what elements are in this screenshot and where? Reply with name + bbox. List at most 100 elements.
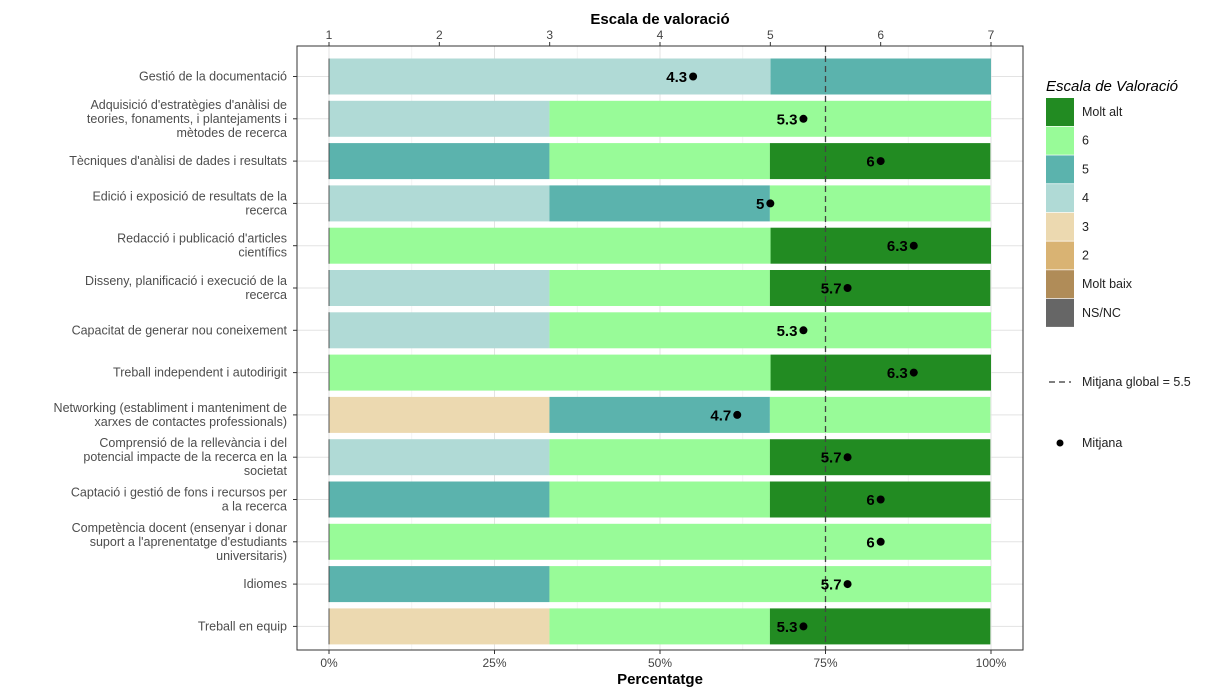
legend-swatch-v4 [1046,184,1074,213]
category-label-12-line-0: Idiomes [243,577,287,591]
legend-swatch-nsnc [1046,298,1074,327]
legend-mean-key [1056,439,1064,447]
category-label-8-line-1: xarxes de contactes professionals) [95,415,287,429]
mean-label-3: 5 [756,196,764,213]
category-label-9-line-0: Comprensió de la rellevància i del [99,436,287,450]
mean-label-8: 4.7 [710,407,731,424]
top-tick-label-1: 2 [436,28,443,42]
bar-segment-6-1 [549,312,991,349]
top-axis-title: Escala de valoració [590,11,729,28]
category-label-4-line-1: científics [238,246,287,260]
category-label-10-line-0: Captació i gestió de fons i recursos per [71,486,287,500]
category-label-3: Edició i exposició de resultats de la rec… [92,189,287,217]
legend-swatch-v6 [1046,126,1074,155]
top-tick-label-5: 6 [877,28,884,42]
mean-point-10 [876,495,885,504]
bar-segment-10-0 [329,481,550,518]
category-label-3-line-0: Edició i exposició de resultats de la [92,189,287,203]
mean-point-8 [733,410,742,419]
bottom-tick-label-2: 50% [648,656,672,670]
legend-swatch-v2 [1046,241,1074,270]
bar-segment-2-1 [549,143,770,180]
legend-label-molt_alt: Molt alt [1082,105,1123,119]
bar-segment-12-0 [329,566,550,603]
legend-mean-label: Mitjana [1082,436,1122,450]
category-label-0: Gestió de la documentació [139,70,287,84]
legend-title: Escala de Valoració [1046,78,1178,95]
bar-segment-12-1 [549,566,991,603]
mean-point-13 [799,622,808,631]
category-label-1-line-1: teories, fonaments, i plantejaments i [87,112,287,126]
category-label-2: Tècniques d'anàlisi de dades i resultats [69,154,287,168]
bar-segment-5-2 [769,270,991,306]
category-label-5: Disseny, planificació i execució de la re… [85,274,287,302]
bar-segment-8-2 [769,396,991,433]
bar-segment-3-0 [329,185,550,222]
category-label-2-line-0: Tècniques d'anàlisi de dades i resultats [69,154,287,168]
category-label-10-line-1: a la recerca [222,500,287,514]
category-label-8: Networking (establiment i manteniment de… [54,401,287,429]
mean-point-4 [909,241,918,250]
bottom-tick-label-3: 75% [813,656,837,670]
category-label-11-line-2: universitaris) [216,549,287,563]
category-label-1-line-0: Adquisició d'estratègies d'anàlisi de [90,98,287,112]
legend-label-v3: 3 [1082,220,1089,234]
bar-segment-9-0 [329,439,550,476]
category-label-9: Comprensió de la rellevància i del potenc… [83,436,287,478]
mean-point-7 [909,368,918,377]
category-label-0-line-0: Gestió de la documentació [139,70,287,84]
legend-swatch-v3 [1046,212,1074,241]
mean-point-2 [876,157,885,166]
legend-label-v2: 2 [1082,249,1089,263]
mean-point-12 [843,580,852,589]
bar-segment-7-0 [329,354,771,391]
bar-segment-13-0 [329,608,550,645]
bar-segment-5-1 [549,270,770,306]
bar-segment-1-1 [549,100,991,137]
bar-segment-3-2 [769,185,991,222]
mean-label-0: 4.3 [666,69,687,86]
bottom-tick-label-1: 25% [482,656,506,670]
mean-label-9: 5.7 [821,450,842,467]
legend-swatch-v5 [1046,155,1074,184]
bar-segment-8-0 [329,396,550,433]
mean-label-10: 6 [866,492,874,509]
top-tick-label-6: 7 [988,28,995,42]
mean-label-13: 5.3 [777,619,798,636]
mean-point-1 [799,114,808,123]
bar-segment-9-1 [549,439,770,476]
bar-segment-9-2 [769,439,991,476]
legend-label-molt_baix: Molt baix [1082,277,1133,291]
bar-segment-4-1 [770,227,991,264]
plot-area: 4.3 5.3 6 5 6.3 5.7 5.3 6.3 4.7 5.7 6 6 5.7 5.3 1 2 3 4 5 6… [54,28,1024,670]
bar-segment-10-1 [549,481,770,518]
mean-label-4: 6.3 [887,238,908,255]
category-label-10: Captació i gestió de fons i recursos per… [71,486,287,514]
bar-segment-3-1 [549,185,770,222]
category-label-11-line-0: Competència docent (ensenyar i donar [72,521,287,535]
mean-label-1: 5.3 [777,111,798,128]
bottom-tick-label-0: 0% [320,656,338,670]
bar-segment-11-0 [329,523,991,560]
category-label-11-line-1: suport a l'aprenentatge d'estudiants [90,535,287,549]
legend-label-v6: 6 [1082,134,1089,148]
legend: Escala de Valoració Molt alt 6 5 4 3 2 Molt ba… [1046,78,1191,450]
mean-point-6 [799,326,808,335]
category-label-5-line-1: recerca [245,288,287,302]
category-label-13-line-0: Treball en equip [198,619,287,633]
legend-label-nsnc: NS/NC [1082,306,1121,320]
bar-segment-2-0 [329,143,550,180]
category-label-1: Adquisició d'estratègies d'anàlisi de teo… [87,98,287,140]
mean-point-3 [766,199,775,208]
mean-label-12: 5.7 [821,577,842,594]
bar-segment-7-1 [770,354,991,391]
category-label-9-line-2: societat [244,464,288,478]
legend-global-mean-label: Mitjana global = 5.5 [1082,375,1191,389]
bottom-tick-label-4: 100% [976,656,1007,670]
mean-point-5 [843,284,852,292]
top-tick-label-3: 4 [657,28,664,42]
legend-swatch-molt_baix [1046,270,1074,299]
bar-segment-0-1 [770,58,991,95]
top-tick-label-0: 1 [326,28,333,42]
